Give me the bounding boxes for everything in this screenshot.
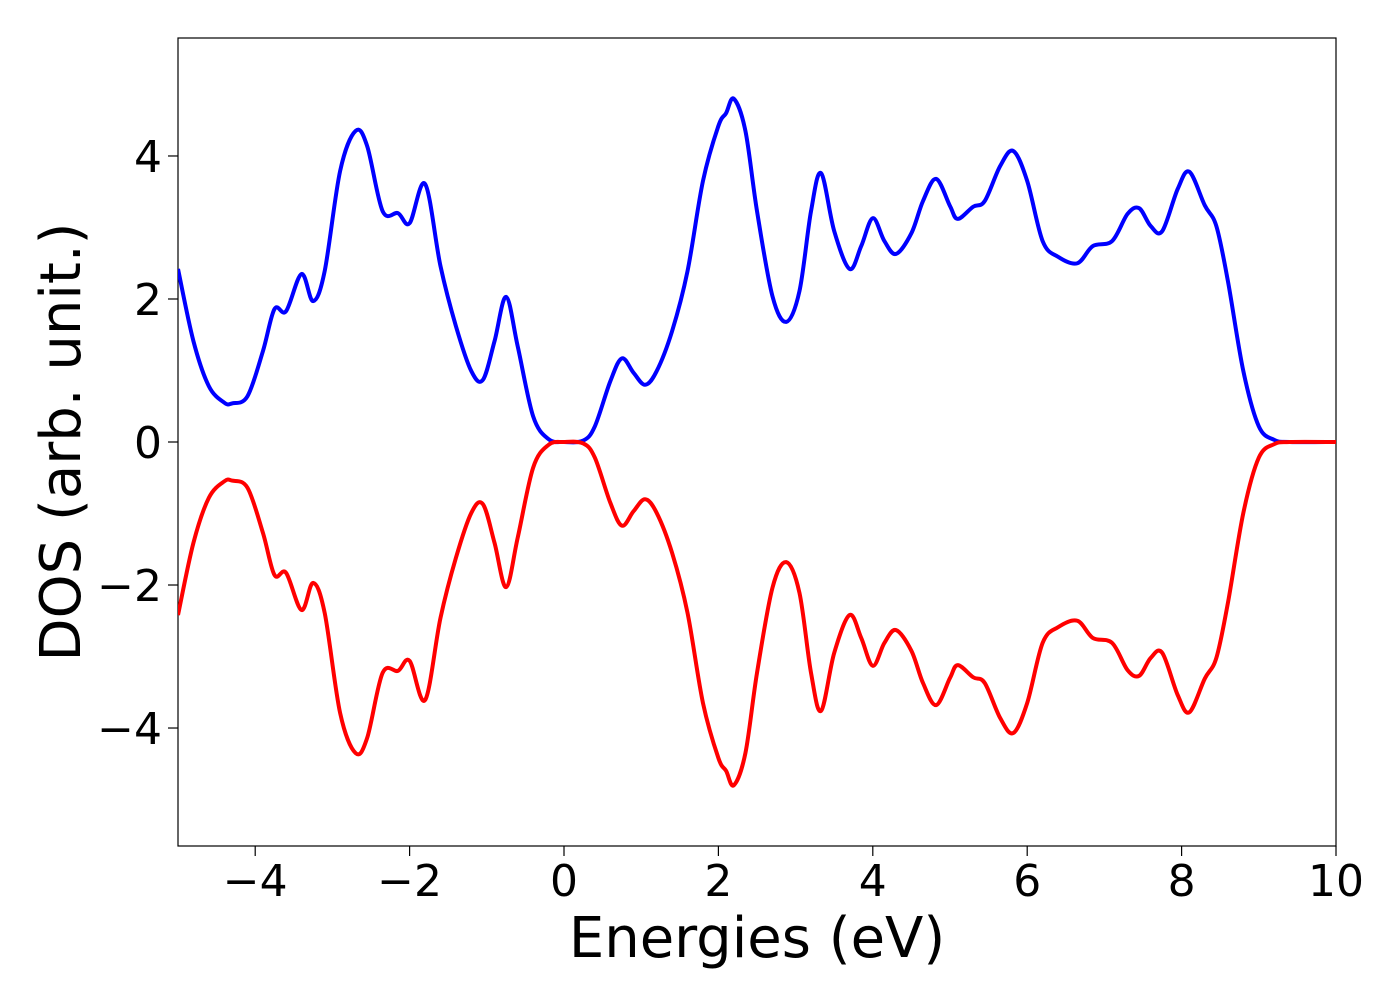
x-tick-label: 10 xyxy=(1308,856,1364,907)
y-tick-label: 4 xyxy=(134,132,162,183)
y-tick-label: 2 xyxy=(134,275,162,326)
x-tick-label: −4 xyxy=(223,856,288,907)
x-axis-label: Energies (eV) xyxy=(569,906,945,971)
y-tick-label: −2 xyxy=(97,561,162,612)
y-axis-label: DOS (arb. unit.) xyxy=(29,222,94,661)
dos-line xyxy=(178,439,1336,788)
plot-frame xyxy=(177,37,1337,847)
x-tick-label: −2 xyxy=(377,856,442,907)
dos-line xyxy=(178,96,1336,445)
x-tick-label: 0 xyxy=(550,856,578,907)
x-tick-label: 4 xyxy=(859,856,887,907)
y-tick-label: −4 xyxy=(97,704,162,755)
x-tick-label: 6 xyxy=(1013,856,1041,907)
x-tick-label: 2 xyxy=(704,856,732,907)
y-tick-label: 0 xyxy=(134,418,162,469)
x-tick-label: 8 xyxy=(1168,856,1196,907)
